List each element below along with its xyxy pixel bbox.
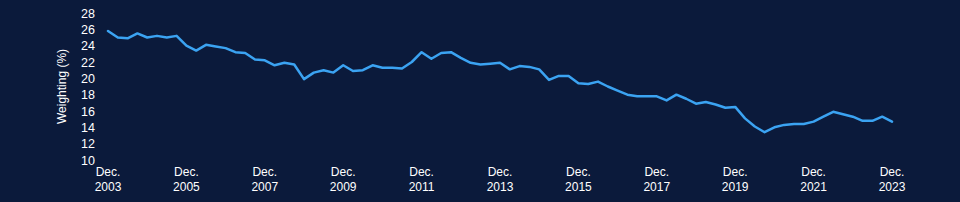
y-tick-label: 20 [81,72,95,86]
line [108,31,892,132]
x-tick-label: Dec.2019 [722,165,749,194]
x-tick-label: Dec.2003 [95,165,122,194]
chart: 10 12 14 16 18 20 22 24 26 28 Weighting (%) Dec.200… [0,0,960,202]
plot-area [108,31,892,132]
background [0,0,960,202]
x-tick-label: Dec.2011 [409,165,435,194]
y-tick-label: 12 [81,137,95,151]
x-tick-label: Dec.2013 [487,165,514,194]
y-tick-label: 26 [81,23,95,37]
x-tick-label: Dec.2021 [800,165,827,194]
y-tick-label: 14 [81,121,95,135]
y-tick-label: 16 [81,105,95,119]
y-tick-label: 22 [81,56,95,70]
x-tick-label: Dec.2009 [330,165,357,194]
y-tick-label: 10 [81,154,95,168]
x-tick-label: Dec.2023 [879,165,906,194]
y-tick-label: 18 [81,88,95,102]
y-axis-label: Weighting (%) [55,49,69,124]
y-tick-label: 24 [81,39,95,53]
x-tick-label: Dec.2005 [173,165,200,194]
x-tick-label: Dec.2017 [643,165,670,194]
x-tick-label: Dec.2007 [251,165,278,194]
y-tick-label: 28 [81,7,95,21]
x-tick-label: Dec.2015 [565,165,592,194]
